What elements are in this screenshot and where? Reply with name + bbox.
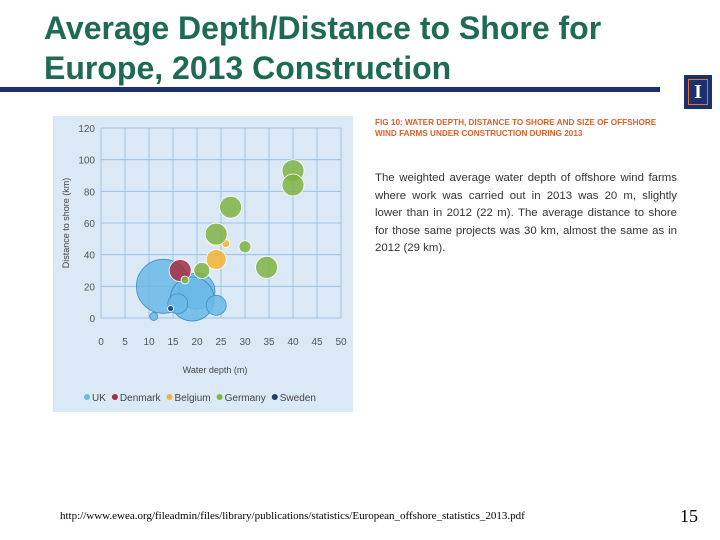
x-tick-label: 40 [287,337,299,348]
y-tick-label: 80 [84,187,96,198]
chart-panel: 0 5 10 15 20 25 30 35 40 45 50 0 20 40 60 80 100 120 Water… [53,116,353,412]
bubble-sweden [167,305,174,312]
y-axis-label: Distance to shore (km) [61,178,71,269]
x-tick-label: 35 [263,337,275,348]
x-tick-label: 15 [167,337,179,348]
bubble-germany [281,173,305,197]
figure-body-text: The weighted average water depth of offs… [375,172,677,255]
x-tick-label: 45 [311,337,323,348]
bubble-germany [180,275,190,285]
x-tick-label: 0 [98,337,104,348]
legend-marker-sweden [271,394,278,400]
bubble-uk [205,294,227,316]
legend-marker-germany [216,394,223,400]
x-tick-label: 25 [215,337,227,348]
y-tick-label: 40 [84,251,96,262]
y-tick-label: 120 [78,124,95,135]
bubble-germany [193,262,211,279]
bubble-uk [149,312,159,321]
title-underline [0,87,660,92]
x-tick-label: 30 [239,337,251,348]
bubble-germany [238,240,252,254]
bubble-germany [255,255,279,279]
bubble-germany [219,195,243,219]
legend-label-belgium: Belgium [174,393,210,404]
legend-marker-uk [84,394,90,400]
x-axis-label: Water depth (m) [183,365,248,375]
x-tick-label: 20 [191,337,203,348]
logo-letter: I [694,81,702,103]
y-tick-label: 60 [84,219,96,230]
y-tick-label: 100 [78,156,95,167]
page-number: 15 [680,506,698,526]
figure-caption: FIG 10: WATER DEPTH, DISTANCE TO SHORE A… [375,118,657,138]
x-tick-label: 50 [335,337,347,348]
university-logo: I [684,75,712,109]
legend-label-germany: Germany [225,393,266,404]
legend-label-sweden: Sweden [280,393,316,404]
legend-marker-denmark [111,394,118,400]
slide-title: Average Depth/Distance to Shore for Euro… [44,10,602,86]
legend-marker-belgium [166,394,173,400]
bubble-germany [204,222,228,246]
y-tick-label: 20 [84,282,96,293]
x-tick-label: 5 [122,337,128,348]
logo-border: I [688,79,708,105]
legend-label-uk: UK [92,393,106,404]
source-link[interactable]: http://www.ewea.org/fileadmin/files/libr… [60,510,525,522]
legend-label-denmark: Denmark [120,393,162,404]
y-tick-label: 0 [89,314,95,325]
bubble-belgium [205,249,227,270]
x-tick-label: 10 [143,337,155,348]
bubble-chart: 0 5 10 15 20 25 30 35 40 45 50 0 20 40 60 80 100 120 Water… [61,124,347,404]
